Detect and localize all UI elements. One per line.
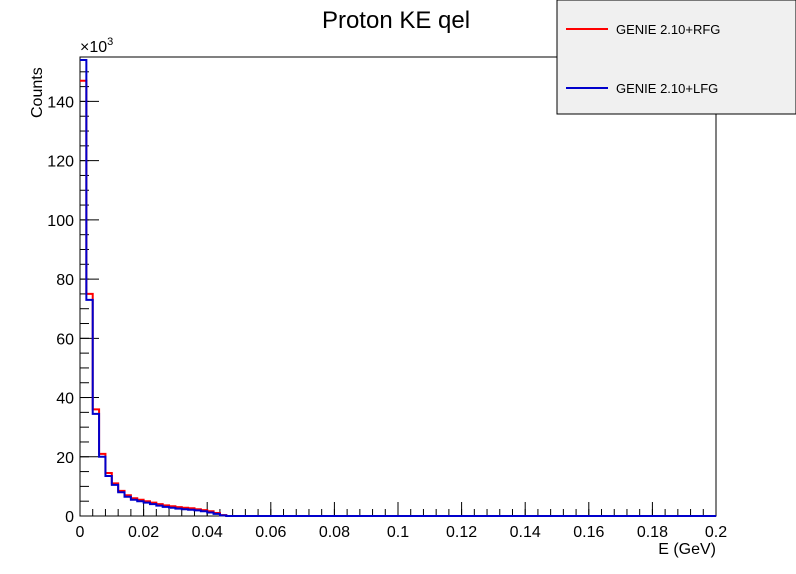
series-layer — [80, 58, 716, 517]
y-exponent-label: ×103 — [80, 36, 113, 56]
x-tick-label: 0.2 — [705, 524, 727, 541]
legend-label-rfg: GENIE 2.10+RFG — [616, 22, 720, 37]
y-tick-label: 80 — [56, 272, 74, 289]
chart-title: Proton KE qel — [322, 7, 470, 34]
x-tick-label: 0.16 — [573, 524, 604, 541]
x-tick-label: 0.18 — [637, 524, 668, 541]
x-tick-label: 0.02 — [128, 524, 159, 541]
y-tick-label: 140 — [47, 94, 74, 111]
legend-label-lfg: GENIE 2.10+LFG — [616, 81, 718, 96]
plot-frame — [79, 56, 717, 517]
y-tick-label: 60 — [56, 331, 74, 348]
x-tick-label: 0 — [76, 524, 85, 541]
y-axis: 0 20 40 60 80 100 120 140 — [47, 56, 99, 526]
y-tick-label: 0 — [65, 509, 74, 526]
y-tick-label: 100 — [47, 213, 74, 230]
x-tick-label: 0.08 — [319, 524, 350, 541]
x-tick-label: 0.06 — [255, 524, 286, 541]
x-axis: 0 0.02 0.04 0.06 0.08 0.1 0.12 0.14 0.16 0.18 0.2 — [76, 502, 727, 541]
legend-box — [556, 0, 796, 115]
x-tick-label: 0.04 — [192, 524, 223, 541]
x-tick-label: 0.12 — [446, 524, 477, 541]
x-axis-label: E (GeV) — [658, 541, 716, 558]
y-tick-label: 120 — [47, 154, 74, 171]
y-tick-label: 20 — [56, 450, 74, 467]
legend: GENIE 2.10+RFG GENIE 2.10+LFG — [556, 0, 796, 115]
y-tick-label: 40 — [56, 391, 74, 408]
series-line-lfg — [80, 58, 716, 517]
x-tick-label: 0.1 — [387, 524, 409, 541]
y-axis-label: Counts — [29, 67, 46, 118]
x-tick-label: 0.14 — [510, 524, 541, 541]
